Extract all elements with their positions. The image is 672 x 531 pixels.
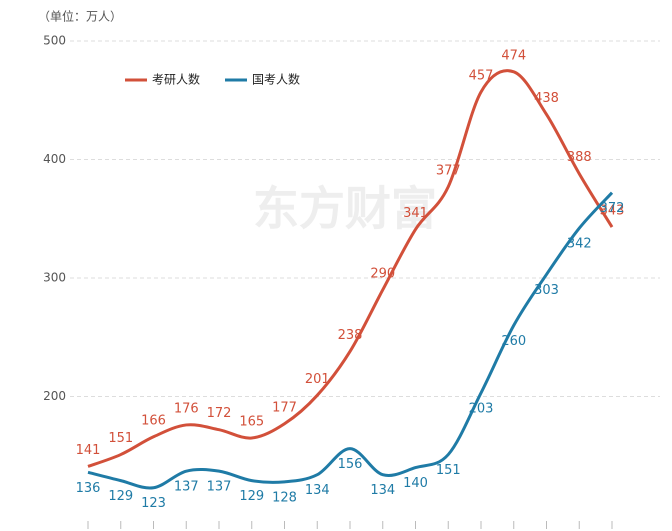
legend-label: 国考人数 xyxy=(252,72,300,87)
data-label: 129 xyxy=(239,489,264,504)
data-label: 343 xyxy=(600,204,625,219)
data-label: 129 xyxy=(108,489,133,504)
y-tick-label: 200 xyxy=(43,389,66,403)
data-label: 238 xyxy=(338,328,363,343)
y-tick-label: 300 xyxy=(43,271,66,285)
data-label: 128 xyxy=(272,490,297,505)
data-label: 137 xyxy=(207,480,232,495)
series-line xyxy=(87,191,614,490)
data-label: 134 xyxy=(305,483,330,498)
legend-label: 考研人数 xyxy=(152,72,200,87)
data-label: 474 xyxy=(501,48,526,63)
series-line xyxy=(87,69,614,468)
y-tick-label: 400 xyxy=(43,152,66,166)
data-label: 141 xyxy=(76,443,101,458)
data-label: 176 xyxy=(174,401,199,416)
data-label: 203 xyxy=(469,401,494,416)
data-label: 177 xyxy=(272,400,297,415)
data-label: 372 xyxy=(600,201,625,216)
unit-label: （单位：万人） xyxy=(38,9,122,24)
data-label: 123 xyxy=(141,496,166,511)
data-label: 290 xyxy=(370,266,395,281)
data-label: 165 xyxy=(239,414,264,429)
y-tick-label: 500 xyxy=(43,34,66,48)
data-label: 156 xyxy=(338,457,363,472)
data-label: 172 xyxy=(207,406,232,421)
data-label: 260 xyxy=(501,334,526,349)
data-label: 303 xyxy=(534,283,559,298)
data-label: 151 xyxy=(436,463,461,478)
data-label: 137 xyxy=(174,480,199,495)
data-label: 341 xyxy=(403,206,428,221)
data-label: 457 xyxy=(469,68,494,83)
data-label: 388 xyxy=(567,150,592,165)
data-label: 134 xyxy=(370,483,395,498)
data-label: 136 xyxy=(76,481,101,496)
data-label: 201 xyxy=(305,372,330,387)
watermark: 东方财富 xyxy=(253,182,437,236)
data-label: 377 xyxy=(436,163,461,178)
data-label: 140 xyxy=(403,476,428,491)
data-label: 438 xyxy=(534,91,559,106)
data-label: 151 xyxy=(108,431,133,446)
data-label: 166 xyxy=(141,413,166,428)
data-label: 342 xyxy=(567,237,592,252)
